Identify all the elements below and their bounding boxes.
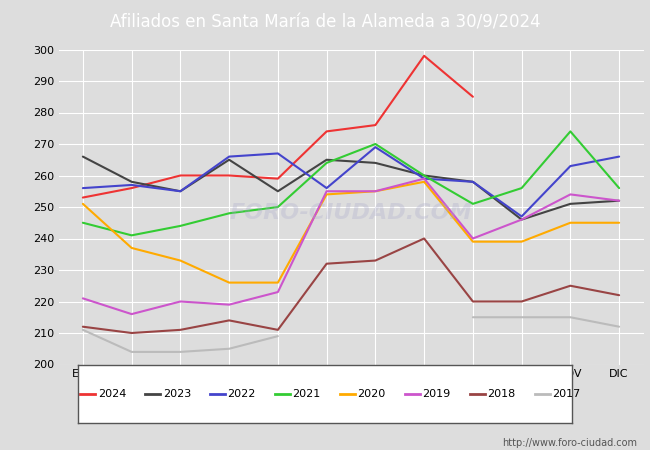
Text: 2021: 2021 (292, 389, 321, 399)
Text: http://www.foro-ciudad.com: http://www.foro-ciudad.com (502, 438, 637, 448)
Text: Afiliados en Santa María de la Alameda a 30/9/2024: Afiliados en Santa María de la Alameda a… (110, 14, 540, 32)
Text: 2023: 2023 (162, 389, 191, 399)
Text: 2022: 2022 (227, 389, 256, 399)
Text: 2018: 2018 (488, 389, 515, 399)
Text: 2020: 2020 (358, 389, 385, 399)
Text: FORO-CIUDAD.COM: FORO-CIUDAD.COM (229, 203, 473, 223)
Text: 2024: 2024 (98, 389, 126, 399)
Text: 2017: 2017 (552, 389, 580, 399)
Text: 2019: 2019 (422, 389, 450, 399)
